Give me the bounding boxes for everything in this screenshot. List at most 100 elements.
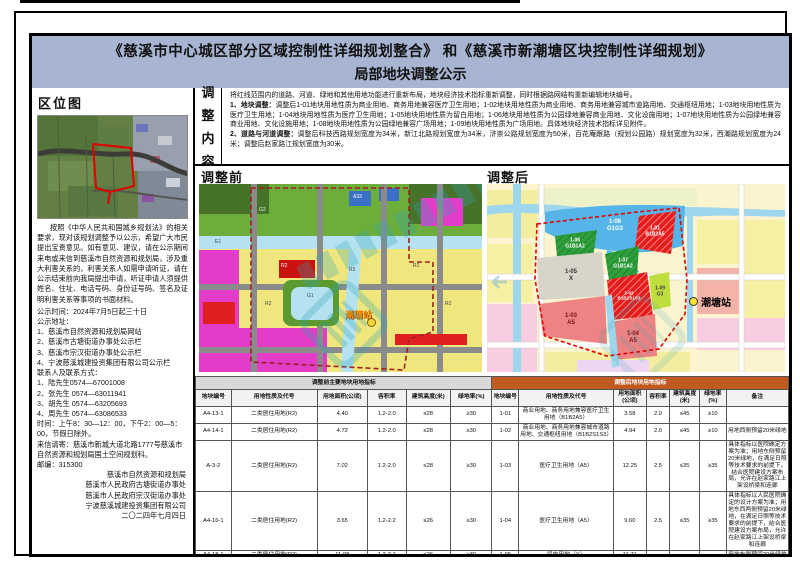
contact-item: 3、胡先生 0574—63205693 (37, 398, 127, 408)
table-row: A-3-2 二类居住用地(R2) 7.02 1.2-2.0 ≤28 ≥30 1-03 医疗卫生… (195, 439, 789, 493)
notice-sheet: 《慈溪市中心城区部分区域控制性详细规划整合》 和《慈溪市新潮塘区块控制性详细规划… (29, 33, 792, 557)
table-cell: 商业用地、商务用地兼容城市道路用地、交通枢纽用地（B1B2S1S3） (518, 422, 615, 441)
column-header-row: 地块编号 用地性质及代号 用地面积(公顷) 容积率 建筑高度(米) 绿地率(%)… (195, 389, 789, 407)
parcel-id: 1-04 (626, 331, 640, 338)
parcel-code: B1B2S1S3 (617, 296, 641, 301)
address-item: 3、慈溪市宗汉街道办事处公示栏 (37, 347, 142, 357)
maps-area: 调整前 调整后 R (195, 166, 789, 376)
table-cell: ≤26 (405, 550, 451, 554)
table-cell: 1.2-2.0 (366, 439, 407, 493)
river-band (199, 236, 482, 249)
table-cell: 2.5 (645, 491, 671, 552)
table-row: A4-18-1二类居住用地(R2)11.981.2-2.1≤26≥301-05留… (195, 550, 789, 554)
parcel-code: G1G3 (606, 226, 624, 232)
table-cell: A4-18-1 (195, 550, 232, 554)
contact-item: 2、张先生 0574—63011941 (37, 388, 127, 398)
table-cell: — (699, 550, 727, 554)
mail-address: 来信请寄：慈溪市新城大道北路1777号慈溪市自然资源和规划局国土空间规划科。 (37, 439, 183, 459)
parcel-label: 1-04 A5 (627, 331, 639, 345)
table-cell: ≥10 (699, 405, 727, 424)
parcel-id: 1-06 (569, 237, 581, 244)
table-cell (725, 405, 789, 424)
adjust-item2-text: 调整后科技西路规划宽度为34米，新江北路规划宽度为34米，浒崇公路规划宽度为50… (230, 131, 781, 148)
label-char: 内 (201, 131, 215, 146)
table-cell: 2.5 (645, 439, 671, 493)
table-cell: 4.72 (316, 422, 368, 441)
title-bar: 《慈溪市中心城区部分区域控制性详细规划整合》 和《慈溪市新潮塘区块控制性详细规划… (32, 36, 789, 90)
adjustment-content-vertical-label: 调 整 内 容 (195, 85, 222, 169)
parcel-label: 1-06 G1B1A2 (565, 237, 584, 250)
table-cell: 医疗卫生用地（A5） (518, 439, 615, 493)
parcel-label: 1-08 G1G3 (607, 219, 623, 233)
parcel-id: 1-09 (654, 285, 666, 292)
table-cell: ≤28 (405, 439, 451, 493)
table-row: A4-16-1 二类居住用地(R2) 3.65 1.2-2.2 ≤26 ≥30 1-04 医疗… (195, 491, 789, 552)
table-cell: 二类居住用地(R2) (230, 550, 318, 554)
table-cell: ≥35 (699, 491, 727, 552)
table-cell: ≥30 (449, 550, 493, 554)
zone-label: R2 (445, 301, 452, 307)
table-cell: 1.2-2.0 (366, 405, 407, 424)
after-map-shapes (487, 184, 785, 372)
road (437, 184, 443, 372)
parcel-label: 1-01 B1B2A5 (645, 225, 664, 238)
table-cell: ≥30 (449, 439, 493, 493)
satellite-image (38, 116, 187, 218)
table-cell: 7.02 (316, 439, 368, 493)
table-cell: 2.0 (645, 405, 671, 424)
parcel-code: X (568, 276, 574, 282)
postcode: 邮编：315300 (37, 460, 83, 470)
signature: 慈溪市人民政府古塘街道办事处 (85, 480, 186, 490)
road (199, 347, 482, 353)
contact-heading: 联系人及联系方式： (37, 368, 102, 378)
label-char: 容 (201, 154, 215, 169)
page-title-line1: 《慈溪市中心城区部分区域控制性详细规划整合》 和《慈溪市新潮塘区块控制性详细规划… (108, 44, 713, 60)
contact-item: 4、周先生 0574—63086533 (37, 408, 127, 418)
label-char: 整 (201, 108, 215, 123)
table-cell: 3.58 (613, 405, 647, 424)
road (251, 184, 257, 372)
after-map-label: 调整后 (487, 170, 530, 185)
zone-label: R2 (413, 263, 420, 269)
table-cell: ≤45 (669, 422, 700, 441)
parcel-id: 1-07 (617, 257, 629, 264)
table-cell: 1.2-2.2 (366, 491, 407, 552)
notice-paragraph: 按照《中华人民共和国城乡规划法》的相关要求，现对该规划调整予以公示，希望广大市民… (37, 223, 188, 304)
col-header: 容积率 (366, 389, 407, 407)
parcel-label: 1-05 X (565, 269, 577, 283)
table-cell: — (669, 550, 700, 554)
zone-label: G1 (307, 293, 314, 299)
table-cell: 留白用地（X） (518, 550, 615, 554)
zone-label: R2 (265, 301, 272, 307)
col-header: 地块编号 (195, 389, 232, 407)
table-cell: 4.94 (613, 422, 647, 441)
notice-date: 二〇二四年七月四日 (121, 511, 186, 521)
table-row: A4-13-1 二类居住用地(R2) 4.40 1.2-2.0 ≤28 ≥30 1-01 商业… (195, 405, 789, 424)
contact-item: 1、陆先生0574—67001008 (37, 378, 125, 388)
col-header: 用地性质及代号 (230, 389, 318, 407)
location-text-block: 按照《中华人民共和国城乡规划法》的相关要求，现对该规划调整予以公示，希望广大市民… (32, 219, 193, 521)
table-cell: 二类居住用地(R2) (230, 405, 318, 424)
station-label: 潮塘站 (345, 310, 373, 320)
before-boundary (250, 187, 434, 371)
table-cell: 1-02 (491, 422, 520, 441)
table-cell: ≥30 (449, 491, 493, 552)
zone-label: E1 (215, 239, 222, 245)
road (381, 184, 387, 372)
parcel-label: 1-09 G3 (654, 285, 666, 298)
zone-label: R2 (349, 315, 356, 321)
red-block (395, 334, 467, 345)
parcel-label: 1-07 G1B1A2 (613, 257, 632, 270)
table-cell: ≤28 (405, 405, 451, 424)
address-item: 4、宁波慈溪城建投资集团有限公司公示栏 (37, 357, 171, 367)
adjust-item2: 2、道路与河道调整：调整后科技西路规划宽度为34米，新江北路规划宽度为34米，浒… (230, 130, 781, 149)
dark-green-block (199, 184, 269, 214)
signature: 宁波慈溪城建投资集团有限公司 (85, 500, 186, 510)
group-header-after: 调整后地块用地指标 (491, 376, 789, 390)
table-cell: 1-05 (491, 550, 520, 554)
address-heading: 公示地址： (37, 316, 73, 326)
parcel-code: A5 (629, 338, 637, 344)
red-block (279, 260, 315, 278)
signature: 慈溪市人民政府宗汉街道办事处 (85, 490, 186, 500)
label-char: 调 (201, 85, 215, 100)
